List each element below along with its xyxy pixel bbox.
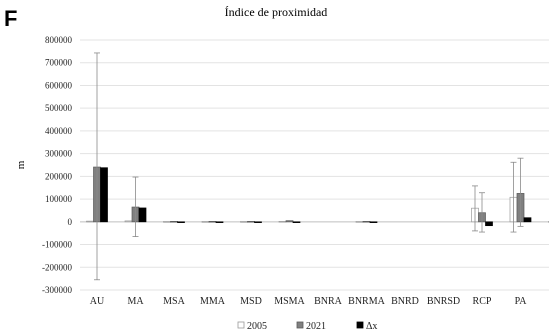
bar-2021-MMA bbox=[208, 221, 217, 223]
bar-2005-MA bbox=[124, 220, 133, 223]
chart-title: Índice de proximidad bbox=[225, 5, 328, 19]
x-tick-label: RCP bbox=[473, 296, 492, 307]
bar-Δx-MSMA bbox=[292, 221, 301, 223]
bar-2021-MSD bbox=[247, 221, 255, 223]
x-tick-label: BNRD bbox=[391, 296, 419, 307]
x-tick-label: BNRMA bbox=[348, 296, 385, 307]
y-tick-label: -200000 bbox=[42, 262, 72, 272]
bar-2005-MMA bbox=[201, 221, 210, 223]
y-tick-label: 300000 bbox=[45, 149, 73, 159]
bar-2005-MSA bbox=[163, 221, 171, 223]
y-tick-label: 600000 bbox=[45, 80, 73, 90]
x-tick-labels: AU MA MSA MMA MSD MSMA BNRA BNRMA BNRD BNRSD RCP PA… bbox=[90, 296, 528, 307]
error-bars bbox=[94, 52, 524, 281]
bar-Δx-MSD bbox=[254, 221, 262, 223]
bar-2005-BNRMA bbox=[355, 221, 364, 223]
y-tick-label: -100000 bbox=[42, 240, 72, 250]
y-axis-label: m bbox=[15, 160, 27, 169]
legend-swatch bbox=[237, 321, 245, 329]
x-tick-label: BNRSD bbox=[427, 296, 460, 307]
y-tick-label: 100000 bbox=[45, 194, 73, 204]
x-tick-label: AU bbox=[90, 296, 105, 307]
y-tick-labels: 800000 700000 600000 500000 400000 300000 2000… bbox=[42, 35, 73, 295]
y-tick-label: 700000 bbox=[45, 58, 73, 68]
y-tick-label: 0 bbox=[68, 217, 73, 227]
legend-label: 2021 bbox=[306, 321, 326, 332]
bar-Δx-MSA bbox=[177, 221, 185, 223]
bar-2005-MSMA bbox=[278, 221, 287, 223]
bar-Δx-MA bbox=[138, 207, 147, 223]
bar-Δx-BNRMA bbox=[369, 221, 378, 223]
x-tick-label: MA bbox=[127, 296, 144, 307]
bar-Δx-MMA bbox=[215, 221, 224, 223]
legend: 2005 2021 Δx bbox=[237, 321, 377, 332]
y-tick-label: 500000 bbox=[45, 103, 73, 113]
bar-2005-MSD bbox=[240, 221, 248, 223]
bars bbox=[86, 166, 549, 227]
panel-label: F bbox=[4, 6, 17, 31]
x-tick-label: BNRA bbox=[314, 296, 343, 307]
bar-Δx-RCP bbox=[485, 221, 493, 227]
x-tick-label: MMA bbox=[200, 296, 226, 307]
bar-Δx-PA bbox=[523, 217, 532, 223]
y-tick-label: 200000 bbox=[45, 171, 73, 181]
legend-label: Δx bbox=[366, 321, 377, 332]
gridlines bbox=[80, 39, 549, 291]
bar-Δx-AU bbox=[100, 167, 108, 223]
y-tick-label: -300000 bbox=[42, 285, 72, 295]
legend-swatch bbox=[356, 321, 364, 329]
x-tick-label: MSMA bbox=[274, 296, 305, 307]
legend-label: 2005 bbox=[247, 321, 267, 332]
y-tick-label: 800000 bbox=[45, 35, 73, 45]
x-tick-label: MSA bbox=[163, 296, 185, 307]
y-tick-label: 400000 bbox=[45, 126, 73, 136]
legend-swatch bbox=[296, 321, 304, 329]
bar-2021-MSA bbox=[170, 221, 178, 223]
x-tick-label: PA bbox=[515, 296, 528, 307]
x-tick-label: MSD bbox=[240, 296, 262, 307]
bar-2021-MSMA bbox=[285, 220, 294, 223]
bar-2005-AU bbox=[86, 220, 94, 223]
bar-2021-BNRMA bbox=[362, 221, 371, 223]
